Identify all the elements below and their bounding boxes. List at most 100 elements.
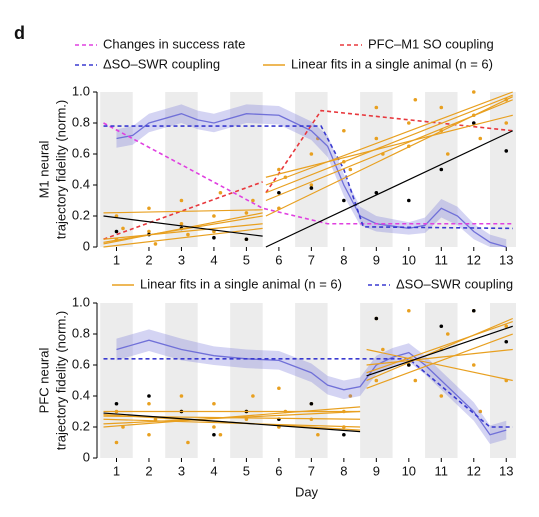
y-tick-label: 1.0 xyxy=(72,294,90,309)
dot xyxy=(309,152,314,156)
dot xyxy=(381,347,385,352)
dot xyxy=(374,136,379,141)
dot xyxy=(374,378,379,383)
line xyxy=(366,333,513,389)
dot xyxy=(147,401,151,406)
dot xyxy=(277,190,281,195)
y-tick-label: 0.2 xyxy=(72,418,90,433)
y-tick-label: 0.4 xyxy=(72,176,90,191)
dot xyxy=(374,190,379,195)
y-tick-label: 0.8 xyxy=(72,114,90,129)
confidence-band xyxy=(116,104,507,248)
y-tick-label: 0 xyxy=(83,238,90,253)
legend-label: Linear fits in a single animal (n = 6) xyxy=(140,276,342,291)
dot xyxy=(244,237,249,242)
dot xyxy=(439,394,444,398)
dot xyxy=(212,401,216,406)
x-tick-label: 8 xyxy=(340,252,347,267)
dot xyxy=(348,167,353,172)
line xyxy=(103,358,513,428)
line xyxy=(265,94,513,194)
dot xyxy=(407,121,411,125)
x-tick-label: 1 xyxy=(113,252,120,267)
dot xyxy=(504,149,509,153)
x-axis-label: Day xyxy=(295,484,319,499)
x-tick-label: 12 xyxy=(467,252,481,267)
line xyxy=(103,209,263,214)
legend-label: ΔSO–SWR coupling xyxy=(396,276,513,291)
line xyxy=(103,215,263,237)
y-axis-label: PFC neural xyxy=(36,348,51,414)
mean-curve xyxy=(116,339,507,436)
dot xyxy=(147,229,151,234)
x-tick-label: 2 xyxy=(145,463,152,478)
dot xyxy=(342,198,346,203)
dot xyxy=(309,401,314,406)
day-stripe xyxy=(100,303,133,458)
line xyxy=(103,215,263,243)
x-tick-label: 1 xyxy=(113,463,120,478)
dot xyxy=(374,316,379,321)
dot xyxy=(504,339,509,344)
day-stripe xyxy=(360,92,393,247)
panel-label: d xyxy=(14,23,25,43)
dot xyxy=(114,401,119,406)
dot xyxy=(316,432,320,437)
y-tick-label: 0.6 xyxy=(72,356,90,371)
dot xyxy=(348,394,353,398)
y-axis-label: trajectory fidelity (norm.) xyxy=(53,311,68,450)
x-tick-label: 4 xyxy=(210,252,217,267)
legend-label: Linear fits in a single animal (n = 6) xyxy=(291,56,493,71)
line xyxy=(103,223,263,240)
dot xyxy=(212,425,216,429)
dot xyxy=(471,90,476,94)
dot xyxy=(471,308,476,313)
dot xyxy=(471,121,476,125)
dot xyxy=(147,206,151,211)
dot xyxy=(309,183,314,187)
line xyxy=(366,317,513,382)
x-tick-label: 8 xyxy=(340,463,347,478)
dot xyxy=(186,440,190,445)
dot xyxy=(212,432,216,437)
dot xyxy=(212,214,216,218)
dot xyxy=(504,324,509,329)
dot xyxy=(413,378,418,383)
dot xyxy=(407,308,411,313)
dot xyxy=(244,211,249,215)
line xyxy=(366,348,513,382)
dot xyxy=(309,186,314,190)
dot xyxy=(147,432,151,437)
dot xyxy=(277,167,281,172)
line xyxy=(103,122,513,225)
y-tick-label: 0.2 xyxy=(72,207,90,222)
y-axis-label: trajectory fidelity (norm.) xyxy=(53,100,68,239)
x-tick-label: 2 xyxy=(145,252,152,267)
y-tick-label: 1.0 xyxy=(72,83,90,98)
line xyxy=(265,96,514,217)
dot xyxy=(504,121,509,125)
dot xyxy=(251,198,255,203)
x-tick-label: 11 xyxy=(435,252,449,267)
dot xyxy=(179,394,184,398)
day-stripe xyxy=(295,92,328,247)
legend-label: Changes in success rate xyxy=(103,36,245,51)
x-tick-label: 5 xyxy=(243,463,250,478)
dot xyxy=(251,394,255,398)
x-tick-label: 3 xyxy=(178,463,185,478)
line xyxy=(103,412,361,433)
dot xyxy=(413,97,418,102)
day-stripe xyxy=(230,303,263,458)
dot xyxy=(445,332,450,336)
line xyxy=(103,212,263,245)
line xyxy=(103,125,513,230)
y-axis-label: M1 neural xyxy=(36,140,51,198)
dot xyxy=(186,232,190,237)
y-tick-label: 0.4 xyxy=(72,387,90,402)
line xyxy=(265,91,513,186)
x-tick-label: 11 xyxy=(435,463,449,478)
legend-label: ΔSO–SWR coupling xyxy=(103,56,220,71)
dot xyxy=(153,242,158,246)
dot xyxy=(179,221,184,226)
dot xyxy=(439,167,444,172)
